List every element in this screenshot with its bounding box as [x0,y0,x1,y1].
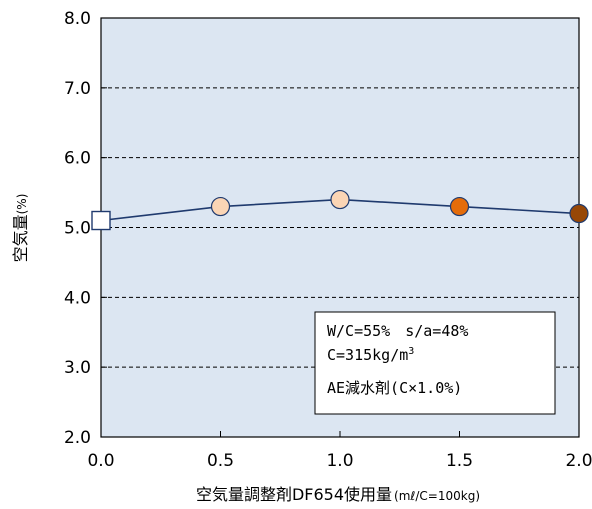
y-tick-label: 4.0 [64,288,91,308]
y-tick-labels: 2.0 3.0 4.0 5.0 6.0 7.0 8.0 [64,9,91,448]
annotation-line-3: AE減水剤(C×1.0%) [327,379,462,397]
annotation-line-1: W/C=55% s/a=48% [327,322,468,340]
annotation-line-2: C=315kg/m3 [327,346,414,364]
annotation-superscript: 3 [408,346,414,357]
y-tick-label: 6.0 [64,149,91,169]
y-tick-label: 7.0 [64,79,91,99]
x-tick-labels: 0.0 0.5 1.0 1.5 2.0 [87,451,592,471]
x-tick-label: 1.5 [446,451,473,471]
series-markers [91,189,589,231]
data-point [449,196,470,217]
y-tick-label: 8.0 [64,9,91,29]
x-tick-label: 0.0 [87,451,114,471]
y-tick-label: 5.0 [64,219,91,239]
y-axis-label: 空気量(%) [11,194,30,263]
x-tick-label: 1.0 [326,451,353,471]
x-tick-label: 0.5 [207,451,234,471]
y-tick-label: 3.0 [64,358,91,378]
data-point [330,189,350,210]
y-tick-label: 2.0 [64,428,91,448]
data-point [569,203,589,224]
annotation-box: W/C=55% s/a=48% C=315kg/m3 AE減水剤(C×1.0%) [314,311,556,415]
data-point [210,196,231,217]
x-axis-label: 空気量調整剤DF654使用量 (mℓ/C=100kg) [196,485,480,504]
data-point [91,210,111,231]
x-tick-label: 2.0 [565,451,592,471]
